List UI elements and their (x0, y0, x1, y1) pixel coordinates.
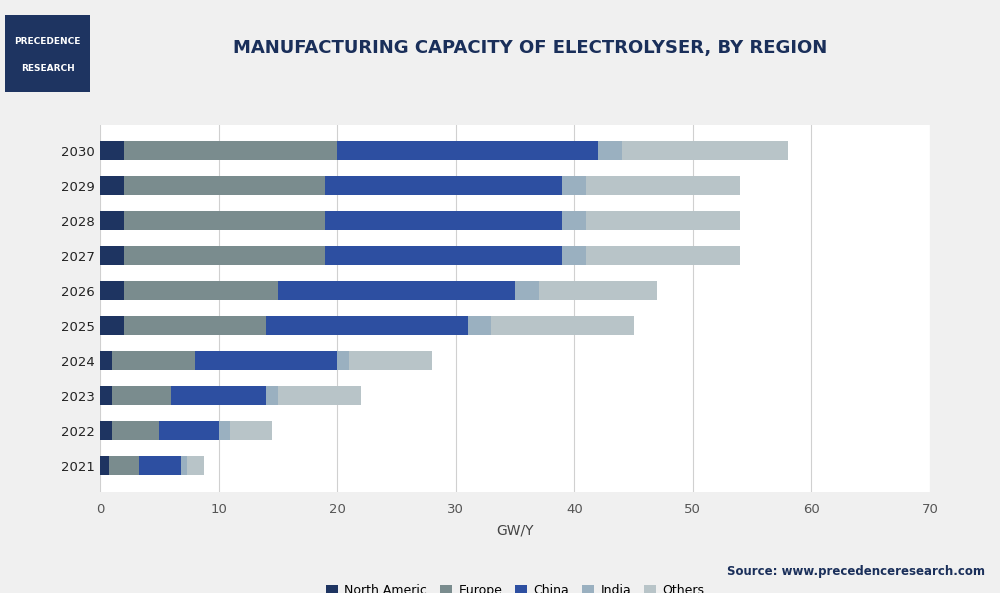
Bar (181, 456, 187, 476)
Bar (159, 421, 219, 441)
Bar (278, 281, 515, 301)
Bar (195, 351, 337, 371)
Bar (124, 281, 278, 301)
Bar (100, 351, 112, 371)
Bar (100, 211, 124, 231)
Bar (124, 176, 325, 196)
Text: RESEARCH: RESEARCH (21, 64, 74, 74)
Bar (124, 141, 337, 161)
Bar (100, 386, 112, 406)
Bar (325, 176, 562, 196)
Bar (266, 316, 468, 336)
Bar (337, 351, 349, 371)
Bar (349, 351, 432, 371)
Bar (112, 351, 195, 371)
Text: MANUFACTURING CAPACITY OF ELECTROLYSER, BY REGION: MANUFACTURING CAPACITY OF ELECTROLYSER, … (233, 39, 827, 56)
Bar (562, 246, 586, 266)
X-axis label: GW/Y: GW/Y (496, 524, 534, 538)
Bar (187, 456, 204, 476)
Bar (139, 456, 181, 476)
Text: PRECEDENCE: PRECEDENCE (14, 37, 81, 46)
Bar (586, 176, 740, 196)
Bar (112, 386, 171, 406)
Text: Source: www.precedenceresearch.com: Source: www.precedenceresearch.com (727, 565, 985, 578)
Bar (622, 141, 788, 161)
Legend: North Americ, Europe, China, India, Others: North Americ, Europe, China, India, Othe… (320, 579, 710, 593)
Bar (100, 281, 124, 301)
Bar (325, 211, 562, 231)
Bar (219, 421, 230, 441)
Bar (562, 176, 586, 196)
Bar (100, 176, 124, 196)
Bar (171, 386, 266, 406)
Bar (109, 456, 139, 476)
Bar (124, 211, 325, 231)
Bar (325, 246, 562, 266)
Bar (100, 456, 109, 476)
Bar (337, 141, 598, 161)
Bar (586, 211, 740, 231)
Bar (124, 246, 325, 266)
Bar (468, 316, 491, 336)
Bar (515, 281, 539, 301)
Bar (598, 141, 622, 161)
Bar (100, 141, 124, 161)
Bar (491, 316, 634, 336)
Bar (100, 421, 112, 441)
Bar (586, 246, 740, 266)
Bar (539, 281, 657, 301)
Bar (278, 386, 361, 406)
Bar (100, 246, 124, 266)
Bar (124, 316, 266, 336)
Bar (230, 421, 272, 441)
Bar (112, 421, 159, 441)
Bar (100, 316, 124, 336)
Bar (562, 211, 586, 231)
Bar (266, 386, 278, 406)
